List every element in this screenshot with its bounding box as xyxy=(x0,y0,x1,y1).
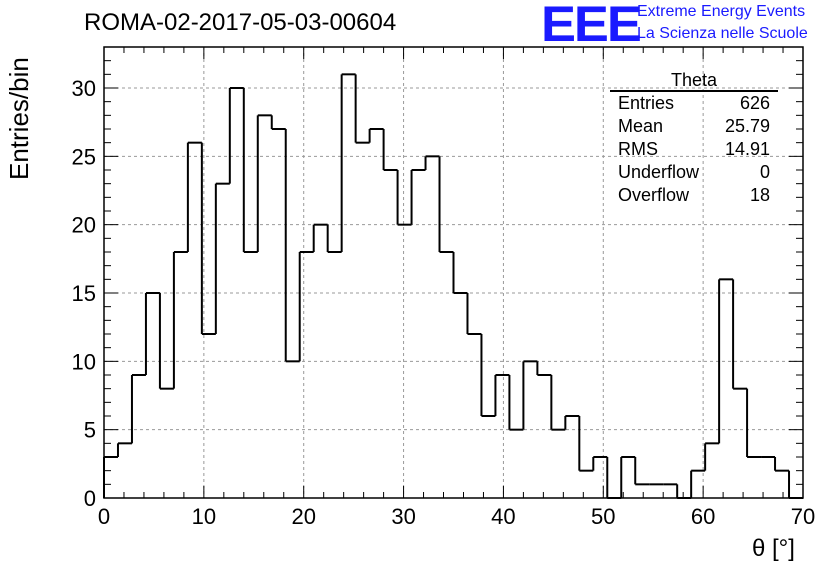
x-tick-label: 60 xyxy=(691,504,715,529)
stats-label: Underflow xyxy=(618,162,700,182)
stats-row-overflow: Overflow 18 xyxy=(610,184,778,207)
x-tick-label: 30 xyxy=(391,504,415,529)
x-tick-label: 10 xyxy=(192,504,216,529)
x-tick-label: 0 xyxy=(98,504,110,529)
y-tick-label: 25 xyxy=(72,144,96,169)
stats-label: Mean xyxy=(618,116,664,136)
eee-logo: EEE xyxy=(541,0,642,52)
stats-value: 0 xyxy=(759,162,770,182)
y-tick-label: 20 xyxy=(72,213,96,238)
y-tick-label: 10 xyxy=(72,349,96,374)
stats-value: 626 xyxy=(739,93,770,113)
x-tick-label: 20 xyxy=(291,504,315,529)
stats-label: Entries xyxy=(618,93,675,113)
x-tick-label: 70 xyxy=(791,504,815,529)
stats-label: Overflow xyxy=(618,185,690,205)
stats-label: RMS xyxy=(618,139,658,159)
y-axis-label: Entries/bin xyxy=(4,57,34,180)
logo-caption-line1: Extreme Energy Events xyxy=(637,3,806,20)
stats-row-underflow: Underflow 0 xyxy=(610,161,778,184)
x-tick-label: 50 xyxy=(591,504,615,529)
plot-frame xyxy=(103,46,804,499)
y-tick-label: 0 xyxy=(84,486,96,511)
chart-title: ROMA-02-2017-05-03-00604 xyxy=(84,9,397,36)
stats-box: Theta Entries 626 Mean 25.79 RMS 14.91 U… xyxy=(610,70,778,207)
x-axis-label: θ [°] xyxy=(752,535,795,562)
stats-value: 18 xyxy=(749,185,770,205)
stats-row-rms: RMS 14.91 xyxy=(610,138,778,161)
logo-caption-line2: La Scienza nelle Scuole xyxy=(637,25,808,42)
stats-row-entries: Entries 626 xyxy=(610,92,778,115)
y-tick-label: 15 xyxy=(72,281,96,306)
stats-value: 14.91 xyxy=(724,139,770,159)
stats-row-mean: Mean 25.79 xyxy=(610,115,778,138)
x-tick-label: 40 xyxy=(491,504,515,529)
y-tick-label: 5 xyxy=(84,418,96,443)
y-tick-label: 30 xyxy=(72,76,96,101)
stats-title: Theta xyxy=(610,70,778,92)
stats-value: 25.79 xyxy=(724,116,770,136)
